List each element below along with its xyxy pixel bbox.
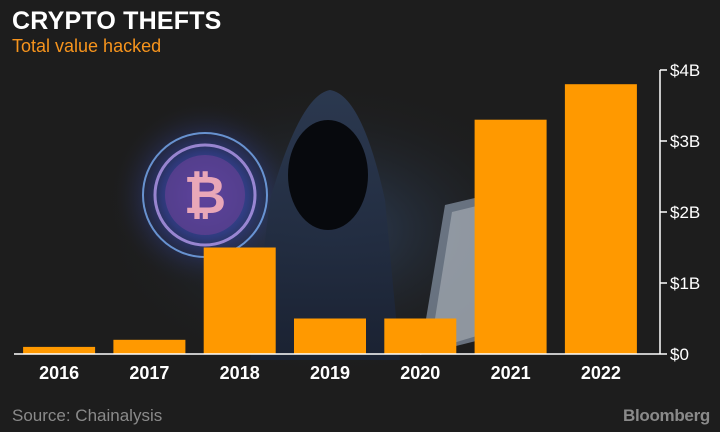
svg-text:₿: ₿ (184, 166, 226, 226)
bitcoin-coin-icon: ₿ (110, 100, 300, 290)
chart-title: CRYPTO THEFTS (12, 7, 222, 35)
y-tick-label: $0 (670, 345, 689, 364)
x-tick-label: 2017 (129, 363, 169, 383)
bar-2022 (564, 84, 637, 354)
x-tick-label: 2020 (400, 363, 440, 383)
x-tick-label: 2019 (310, 363, 350, 383)
hooded-figure-icon (250, 90, 400, 360)
bar-2020 (384, 318, 457, 354)
y-tick-label: $1B (670, 274, 700, 293)
bar-2016 (23, 346, 96, 354)
bar-2018 (203, 247, 276, 354)
bar-2021 (474, 119, 547, 354)
y-tick-label: $3B (670, 132, 700, 151)
y-tick-label: $4B (670, 61, 700, 80)
brand-logo: Bloomberg (622, 406, 710, 425)
bar-2017 (113, 339, 186, 354)
chart-subtitle: Total value hacked (12, 36, 162, 56)
x-tick-label: 2018 (220, 363, 260, 383)
x-tick-label: 2021 (491, 363, 531, 383)
x-tick-label: 2016 (39, 363, 79, 383)
bar-2019 (294, 318, 366, 354)
y-tick-label: $2B (670, 203, 700, 222)
x-tick-label: 2022 (581, 363, 621, 383)
source-note: Source: Chainalysis (12, 406, 163, 425)
